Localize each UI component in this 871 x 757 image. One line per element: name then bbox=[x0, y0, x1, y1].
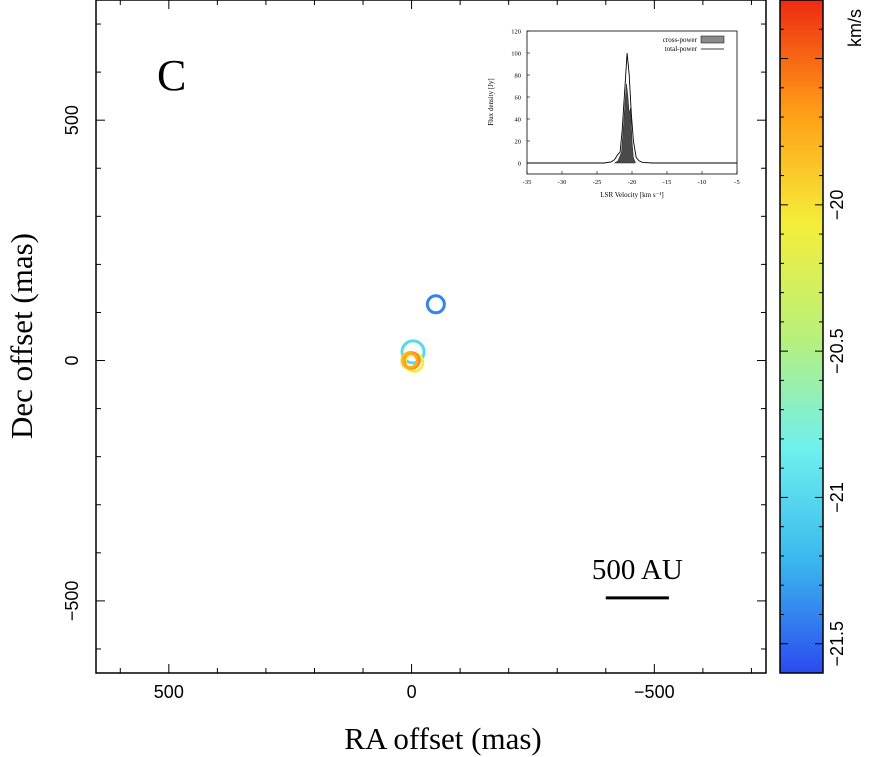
y-axis-title: Dec offset (mas) bbox=[4, 233, 39, 439]
colorbar-tick-label: −21 bbox=[827, 482, 847, 513]
inset-x-tick-label: -20 bbox=[628, 179, 637, 186]
total-power-line bbox=[527, 52, 737, 164]
x-tick-label: 0 bbox=[407, 682, 417, 702]
colorbar-tick-label: −20 bbox=[827, 190, 847, 221]
cross-power-area bbox=[613, 83, 636, 164]
inset-ticks: -35 -30 -25 -20 -15 -10 -5 0 20 40 60 80 100 120 bbox=[511, 29, 739, 187]
colorbar-unit-label: km/s bbox=[845, 9, 865, 47]
x-axis-title: RA offset (mas) bbox=[344, 721, 541, 756]
main-plot-frame bbox=[95, 0, 767, 674]
y-tick-label: 500 bbox=[62, 105, 82, 135]
inset-y-tick-label: 100 bbox=[511, 51, 521, 58]
inset-x-tick-label: -25 bbox=[593, 179, 602, 186]
inset-x-tick-label: -15 bbox=[663, 179, 672, 186]
legend-cross-power-swatch bbox=[700, 35, 725, 44]
inset-x-tick-label: -30 bbox=[558, 179, 567, 186]
maser-spot bbox=[401, 352, 419, 370]
inset-spectrum: -35 -30 -25 -20 -15 -10 -5 0 20 40 60 80 100 120 LSR … bbox=[487, 29, 740, 200]
main-ticks bbox=[96, 0, 766, 673]
inset-y-axis-title: Flux density [Jy] bbox=[487, 78, 495, 125]
colorbar-tick-label: −21.5 bbox=[827, 621, 847, 667]
y-tick-label: −500 bbox=[62, 581, 82, 622]
y-tick-label: 0 bbox=[62, 356, 82, 366]
x-tick-label: −500 bbox=[634, 682, 675, 702]
legend-total-power: total-power bbox=[665, 45, 698, 53]
colorbar-tick-label: −20.5 bbox=[827, 328, 847, 374]
inset-legend: cross-power total-power bbox=[663, 35, 725, 53]
maser-spot bbox=[425, 294, 446, 315]
inset-y-tick-label: 80 bbox=[515, 73, 522, 80]
inset-y-tick-label: 120 bbox=[511, 29, 521, 36]
inset-y-tick-label: 40 bbox=[515, 117, 522, 124]
inset-x-axis-title: LSR Velocity [km s⁻¹] bbox=[600, 191, 663, 199]
inset-y-tick-label: 20 bbox=[515, 139, 522, 146]
inset-x-tick-label: -10 bbox=[698, 179, 707, 186]
panel-label: C bbox=[157, 51, 186, 100]
x-tick-label: 500 bbox=[154, 682, 184, 702]
maser-spots bbox=[400, 294, 446, 373]
maser-spot bbox=[400, 339, 426, 365]
colorbar-ticks bbox=[780, 28, 823, 674]
inset-x-tick-label: -5 bbox=[734, 179, 739, 186]
inset-y-tick-label: 60 bbox=[515, 95, 522, 102]
legend-cross-power: cross-power bbox=[663, 36, 698, 44]
inset-y-tick-label: 0 bbox=[518, 161, 521, 168]
inset-x-tick-label: -35 bbox=[523, 179, 532, 186]
scale-bar-label: 500 AU bbox=[592, 554, 683, 586]
colorbar bbox=[779, 0, 824, 674]
